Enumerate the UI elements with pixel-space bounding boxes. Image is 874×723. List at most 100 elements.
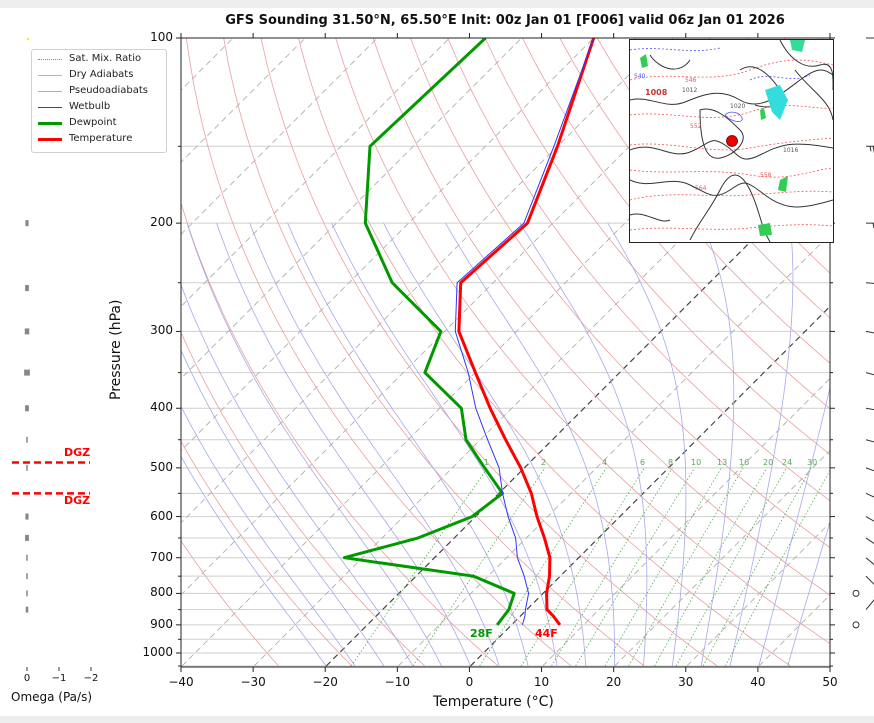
map-inset: 546 552 558 564 1008 1012 1016 1020 540 xyxy=(629,39,834,243)
dewpoint-line xyxy=(342,38,516,626)
omega-axis-label: Omega (Pa/s) xyxy=(11,690,93,704)
dry-adiabat xyxy=(559,38,830,364)
location-marker xyxy=(726,135,738,147)
omega-tick-label: −1 xyxy=(51,673,67,684)
wind-barb xyxy=(865,407,874,411)
legend-item-temperature: Temperature xyxy=(32,132,166,146)
mixing-ratio-line xyxy=(675,467,787,667)
mixing-ratio-line xyxy=(702,467,812,667)
pseudoadiabat xyxy=(758,386,830,667)
wind-barb xyxy=(865,492,874,498)
pseudoadiabat xyxy=(729,223,794,667)
pseudoadiabat xyxy=(181,283,414,667)
wind-barb xyxy=(865,467,874,472)
x-tick-label: 10 xyxy=(533,675,550,689)
pseudoadiabat xyxy=(249,222,500,667)
legend-item-wetbulb: Wetbulb xyxy=(32,100,166,114)
pseudoadiabat xyxy=(331,222,558,667)
map-label: 546 xyxy=(685,77,697,84)
x-tick-label: 40 xyxy=(750,675,766,689)
pseudoadiabat xyxy=(287,222,529,667)
barb-staff xyxy=(865,467,874,472)
legend-label: Pseudoadiabats xyxy=(69,85,149,96)
wind-barb xyxy=(852,589,860,597)
y-tick-label: 800 xyxy=(150,585,173,600)
mixing-ratio-line xyxy=(520,467,645,667)
dry-adiabat xyxy=(596,38,830,319)
mixing-ratio-label: 13 xyxy=(717,458,728,467)
barb-staff xyxy=(865,575,874,585)
y-tick-label: 300 xyxy=(150,323,173,338)
highlight-isotherm xyxy=(325,161,830,667)
wind-barb xyxy=(865,330,874,334)
wetbulb-line xyxy=(454,38,595,626)
wind-barb xyxy=(865,439,874,443)
omega-marker-dot xyxy=(27,38,29,40)
pseudoadiabat xyxy=(181,405,356,667)
wind-barb xyxy=(866,37,874,39)
omega-bar xyxy=(25,513,29,520)
dry-adiabat xyxy=(484,38,830,456)
line-swatch xyxy=(38,75,62,76)
pseudoadiabat xyxy=(216,222,471,667)
omega-tick-label: −2 xyxy=(83,673,99,684)
wind-barb xyxy=(865,575,874,585)
wind-barb xyxy=(852,621,860,629)
pseudoadiabat xyxy=(445,222,616,666)
wind-barb xyxy=(865,282,874,284)
barb-staff xyxy=(865,372,874,376)
barb-staff xyxy=(865,516,874,522)
grid-layer xyxy=(181,38,874,667)
y-tick-label: 400 xyxy=(150,400,173,415)
isotherm-line xyxy=(831,38,874,666)
line-swatch xyxy=(38,91,62,92)
temperature-line xyxy=(457,38,596,626)
map-label: 1008 xyxy=(645,88,668,97)
omega-bar xyxy=(26,590,28,597)
y-tick-label: 1000 xyxy=(142,645,173,659)
barb-full xyxy=(872,146,874,154)
dry-adiabat xyxy=(181,440,353,667)
omega-bar xyxy=(24,328,30,335)
dry-adiabat xyxy=(181,201,499,667)
mixing-ratio-line xyxy=(575,467,695,667)
mixing-ratio-line xyxy=(628,467,744,667)
legend-label: Temperature xyxy=(69,133,133,144)
omega-bar xyxy=(26,573,28,580)
x-tick-label: −40 xyxy=(168,675,194,689)
map-label: 558 xyxy=(760,172,772,179)
pseudoadiabat xyxy=(700,222,735,667)
map-label: 1016 xyxy=(783,147,798,154)
legend-label: Dry Adiabats xyxy=(69,69,134,80)
omega-tick-label: 0 xyxy=(23,673,31,684)
omega-bar xyxy=(25,405,29,412)
barb-staff xyxy=(865,492,874,498)
wind-barbs xyxy=(852,37,874,629)
y-tick-label: 500 xyxy=(150,459,173,474)
plot-frame xyxy=(180,37,831,668)
map-label: 552 xyxy=(690,123,702,130)
legend-label: Sat. Mix. Ratio xyxy=(69,53,142,64)
dry-adiabat xyxy=(335,38,830,645)
calm-circle xyxy=(852,589,860,597)
isotherm-line xyxy=(181,38,667,524)
mixing-ratio-line xyxy=(350,467,488,667)
dry-adiabat xyxy=(410,38,830,549)
omega-panel xyxy=(12,38,92,671)
x-tick-label: 30 xyxy=(678,675,694,689)
map-label: 540 xyxy=(634,73,646,80)
isotherm-line xyxy=(181,38,594,452)
dry-adiabat xyxy=(223,38,645,667)
isotherm-line xyxy=(181,38,450,308)
legend-item-dry-adiabats: Dry Adiabats xyxy=(32,68,166,82)
omega-bar xyxy=(26,436,28,443)
map-label: 564 xyxy=(695,185,707,192)
highlight-isotherm xyxy=(469,305,830,667)
isotherm-line xyxy=(181,38,378,235)
dry-adiabat xyxy=(522,38,830,410)
map-label: 1020 xyxy=(730,103,745,110)
mixing-ratio-line xyxy=(479,467,607,667)
dry-adiabat xyxy=(372,38,830,596)
omega-bar xyxy=(25,220,29,227)
